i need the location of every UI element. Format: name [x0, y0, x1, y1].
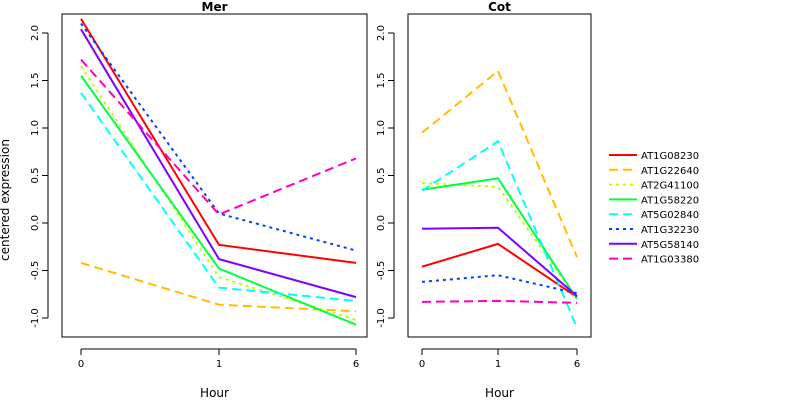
panel-title: Mer [202, 0, 228, 14]
series-line [80, 22, 357, 252]
x-tick-label: 6 [574, 359, 580, 370]
y-tick-label: -1.0 [376, 308, 387, 328]
series-line [421, 299, 578, 304]
series-line [421, 139, 578, 328]
series-line [421, 242, 578, 298]
y-tick-label: -1.0 [30, 308, 41, 328]
y-tick-label: 1.0 [376, 120, 387, 136]
series-line [80, 28, 357, 299]
y-tick-label: 0.5 [30, 168, 41, 184]
y-tick-label: 1.5 [376, 73, 387, 89]
legend: AT1G08230 AT1G22640 AT2G41100 AT1G58220 AT5G… [609, 151, 699, 266]
y-tick-label: -0.5 [376, 261, 387, 281]
y-tick-label: 1.0 [30, 120, 41, 136]
x-tick-label: 0 [419, 359, 425, 370]
series-line [421, 69, 578, 258]
panel-title: Cot [488, 0, 511, 14]
y-tick-label: 2.0 [376, 25, 387, 41]
series-line [421, 226, 578, 297]
y-tick-label: 0.5 [376, 168, 387, 184]
x-axis-label: Hour [485, 386, 514, 400]
legend-label: AT1G03380 [641, 255, 699, 266]
x-tick-label: 6 [353, 359, 359, 370]
panel-cot: Cot -1.0 -0.5 0.0 0.5 1.0 1.5 2.0 0 1 6 Hour [376, 0, 592, 400]
legend-label: AT2G41100 [641, 181, 699, 192]
series-line [80, 65, 357, 321]
x-tick-label: 0 [78, 359, 84, 370]
series-line [80, 261, 357, 313]
panel-mer: Mer -1.0 -0.5 0.0 0.5 1.0 1.5 2.0 0 1 6 Hour [30, 0, 368, 400]
series-line [80, 58, 357, 216]
series-line [80, 75, 357, 326]
y-tick-label: -0.5 [30, 261, 41, 281]
legend-label: AT5G02840 [641, 210, 699, 221]
y-tick-label: 2.0 [30, 25, 41, 41]
legend-label: AT1G22640 [641, 166, 699, 177]
series-line [421, 274, 578, 295]
plot-frame [407, 13, 592, 338]
y-tick-label: 0.0 [30, 215, 41, 231]
y-axis-label: centered expression [0, 139, 12, 261]
legend-label: AT1G08230 [641, 151, 699, 162]
plot-frame [61, 13, 368, 338]
legend-label: AT5G58140 [641, 240, 699, 251]
x-tick-label: 1 [495, 359, 501, 370]
y-tick-label: 0.0 [376, 215, 387, 231]
x-axis-label: Hour [200, 386, 229, 400]
series-line [80, 92, 357, 302]
legend-label: AT1G32230 [641, 225, 699, 236]
series-line [80, 18, 357, 264]
legend-label: AT1G58220 [641, 195, 699, 206]
series-line [421, 177, 578, 300]
x-tick-label: 1 [216, 359, 222, 370]
y-tick-label: 1.5 [30, 73, 41, 89]
